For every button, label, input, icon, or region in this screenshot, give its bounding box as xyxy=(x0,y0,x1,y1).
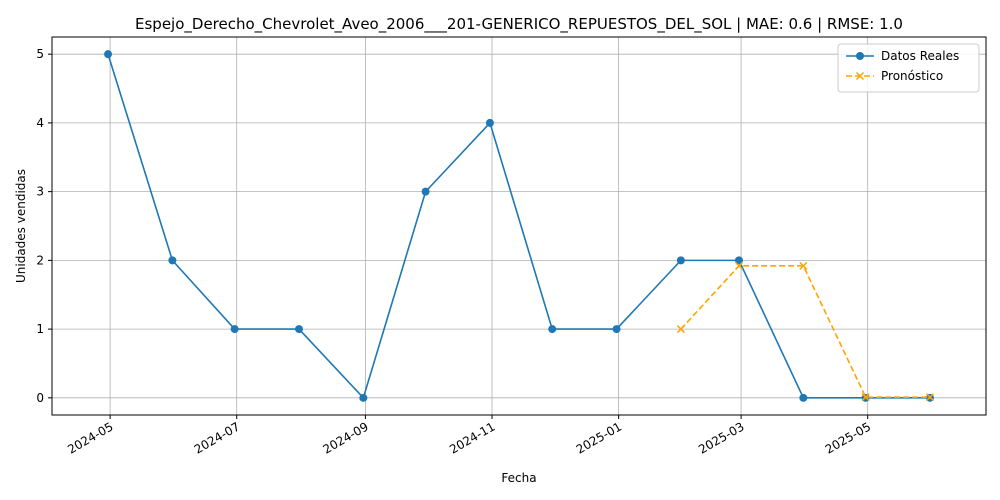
plot-frame xyxy=(51,36,987,416)
grid xyxy=(52,37,986,415)
data-point xyxy=(294,325,303,334)
forecast-point xyxy=(676,325,685,334)
data-point xyxy=(676,256,685,265)
legend-marker xyxy=(855,71,865,81)
forecast-point xyxy=(925,393,934,402)
data-point xyxy=(359,393,368,402)
y-axis-label: Unidades vendidas xyxy=(14,169,28,283)
forecast-point xyxy=(799,261,808,270)
legend: Datos Reales Pronóstico xyxy=(837,43,980,93)
forecast-point xyxy=(861,393,870,402)
y-axis-ticks: 0 1 2 3 4 5 xyxy=(36,47,52,405)
y-tick-label: 2 xyxy=(36,253,44,267)
data-point xyxy=(168,256,177,265)
legend-label: Datos Reales xyxy=(881,49,959,63)
legend-label: Pronóstico xyxy=(881,69,943,83)
series-layer xyxy=(104,50,934,402)
series-line xyxy=(107,53,930,400)
data-point xyxy=(104,50,113,59)
y-tick-label: 1 xyxy=(36,322,44,336)
data-point xyxy=(735,256,744,265)
series-line xyxy=(680,265,930,398)
data-point xyxy=(230,325,239,334)
chart-title: Espejo_Derecho_Chevrolet_Aveo_2006___201… xyxy=(135,15,903,34)
data-point xyxy=(548,325,557,334)
x-axis-label: Fecha xyxy=(501,471,536,485)
forecast-point xyxy=(734,261,744,270)
y-tick-label: 3 xyxy=(36,185,44,199)
y-tick-label: 5 xyxy=(36,47,44,61)
data-point xyxy=(612,325,621,334)
data-point xyxy=(485,118,494,127)
y-tick-label: 4 xyxy=(36,116,44,130)
data-point xyxy=(421,187,430,196)
legend-marker xyxy=(856,52,864,60)
data-point xyxy=(799,393,808,402)
y-tick-label: 0 xyxy=(36,391,44,405)
